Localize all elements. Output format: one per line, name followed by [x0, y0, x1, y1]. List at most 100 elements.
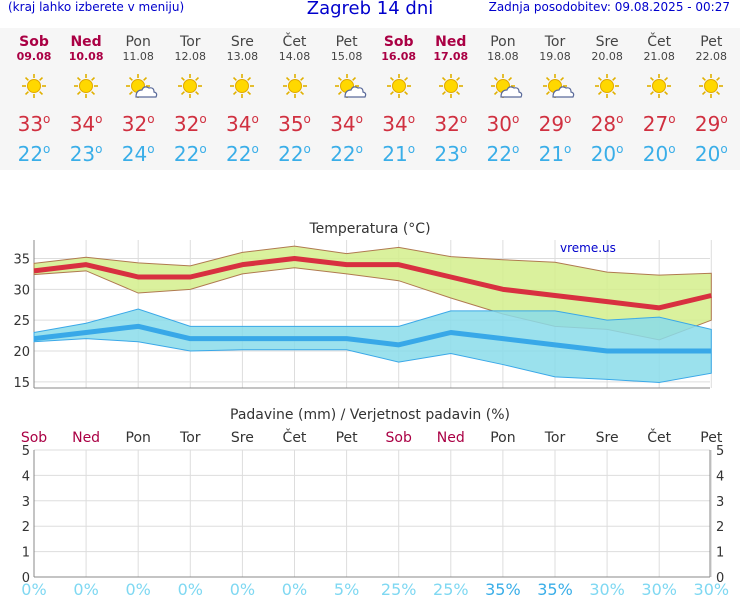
max-temp-value: 34 [69, 112, 96, 136]
min-temp-value: 22 [330, 142, 356, 166]
day-label: Tor [179, 430, 201, 446]
max-temp: 34o [216, 112, 268, 136]
day-date: 10.08 [68, 50, 104, 63]
precip-probability: 0% [73, 580, 99, 599]
credit-link[interactable]: vreme.us [560, 241, 616, 255]
y-tick-label: 35 [13, 253, 30, 268]
day-header: Tor 19.08 [529, 34, 581, 63]
day-header: Čet 21.08 [633, 34, 685, 63]
degree-mark: o [355, 142, 363, 156]
min-temp-band [33, 308, 712, 383]
day-name: Sob [19, 34, 49, 50]
min-temp-value: 22 [225, 142, 252, 166]
temperature-chart: Temperatura (°C) 15 20 25 30 35 [13, 221, 712, 391]
day-label: Čet [283, 428, 307, 446]
forecast-strip [0, 28, 740, 170]
precip-probability: 35% [485, 580, 521, 599]
degree-mark: o [43, 112, 51, 126]
day-date: 14.08 [278, 50, 311, 63]
sun-icon [216, 70, 268, 102]
day-label: Sob [386, 430, 412, 446]
day-label: Tor [544, 430, 566, 446]
min-temp: 23o [425, 142, 477, 166]
max-temp: 27o [633, 112, 685, 136]
y-tick-label: 25 [13, 314, 30, 329]
max-temp: 34o [373, 112, 425, 136]
y-tick-label: 15 [13, 376, 30, 391]
precip-probability: 25% [380, 580, 417, 599]
y-tick-label-right: 1 [716, 546, 724, 561]
day-header: Sre 20.08 [581, 34, 633, 63]
day-header: Sob 16.08 [373, 34, 425, 63]
y-tick-label-right: 5 [716, 444, 724, 459]
degree-mark: o [720, 112, 728, 126]
day-name: Tor [544, 34, 566, 50]
sun-cloud-icon [112, 70, 164, 102]
min-temp-line [33, 323, 712, 354]
day-name: Pet [335, 34, 358, 50]
max-temp-value: 35 [278, 112, 304, 136]
degree-mark: o [668, 142, 676, 156]
min-temp: 22o [477, 142, 529, 166]
min-temp-value: 23 [434, 142, 460, 166]
min-temp-value: 20 [590, 142, 617, 166]
day-header: Pet 22.08 [685, 34, 737, 63]
degree-mark: o [303, 112, 311, 126]
precip-probability: 0% [281, 580, 308, 599]
max-temp-value: 34 [382, 112, 408, 136]
day-label: Pon [490, 430, 515, 446]
degree-mark: o [564, 112, 572, 126]
day-date: 13.08 [226, 50, 259, 63]
chart-title: Padavine (mm) / Verjetnost padavin (%) [230, 407, 510, 423]
sun-icon [269, 70, 321, 102]
min-temp-value: 22 [278, 142, 304, 166]
day-date: 09.08 [16, 50, 52, 63]
max-temp: 32o [112, 112, 164, 136]
degree-mark: o [199, 112, 207, 126]
degree-mark: o [147, 112, 155, 126]
day-date: 17.08 [433, 50, 469, 63]
day-date: 19.08 [539, 50, 571, 63]
y-tick-label-right: 0 [716, 571, 724, 585]
min-temp: 22o [321, 142, 373, 166]
y-tick-label: 5 [22, 444, 30, 459]
day-date: 21.08 [643, 50, 675, 63]
precip-probability: 0% [21, 580, 47, 599]
y-tick-label: 3 [22, 495, 30, 510]
min-temp: 22o [269, 142, 321, 166]
sun-icon [581, 70, 633, 102]
max-temp-line [33, 256, 712, 311]
max-temp: 35o [269, 112, 321, 136]
max-temp: 34o [60, 112, 112, 136]
day-header: Tor 12.08 [164, 34, 216, 63]
min-temp-value: 24 [121, 142, 148, 166]
min-temp: 22o [216, 142, 268, 166]
degree-mark: o [407, 142, 416, 156]
min-temp-value: 22 [173, 142, 200, 166]
day-header: Ned 17.08 [425, 34, 477, 63]
day-date: 16.08 [381, 50, 417, 63]
max-temp-value: 28 [590, 112, 617, 136]
min-temp-value: 22 [486, 142, 512, 166]
y-tick-label-right: 3 [716, 495, 724, 510]
day-label: Ned [72, 430, 100, 446]
day-name: Čet [282, 34, 307, 50]
sun-icon [425, 70, 477, 102]
day-name: Ned [70, 34, 102, 50]
min-temp-value: 22 [17, 142, 44, 166]
sun-icon [633, 70, 685, 102]
degree-mark: o [511, 112, 520, 126]
day-name: Sob [383, 34, 414, 50]
y-tick-label: 20 [13, 345, 30, 360]
y-tick-label: 4 [22, 469, 30, 484]
day-name: Pon [125, 34, 151, 50]
max-temp-value: 32 [434, 112, 460, 136]
precip-probability: 5% [333, 580, 360, 599]
precip-probability: 35% [537, 580, 573, 599]
max-temp: 28o [581, 112, 633, 136]
day-label: Pon [126, 430, 151, 446]
degree-mark: o [43, 142, 51, 156]
degree-mark: o [616, 112, 624, 126]
max-temp-value: 29 [694, 112, 721, 136]
degree-mark: o [720, 142, 728, 156]
